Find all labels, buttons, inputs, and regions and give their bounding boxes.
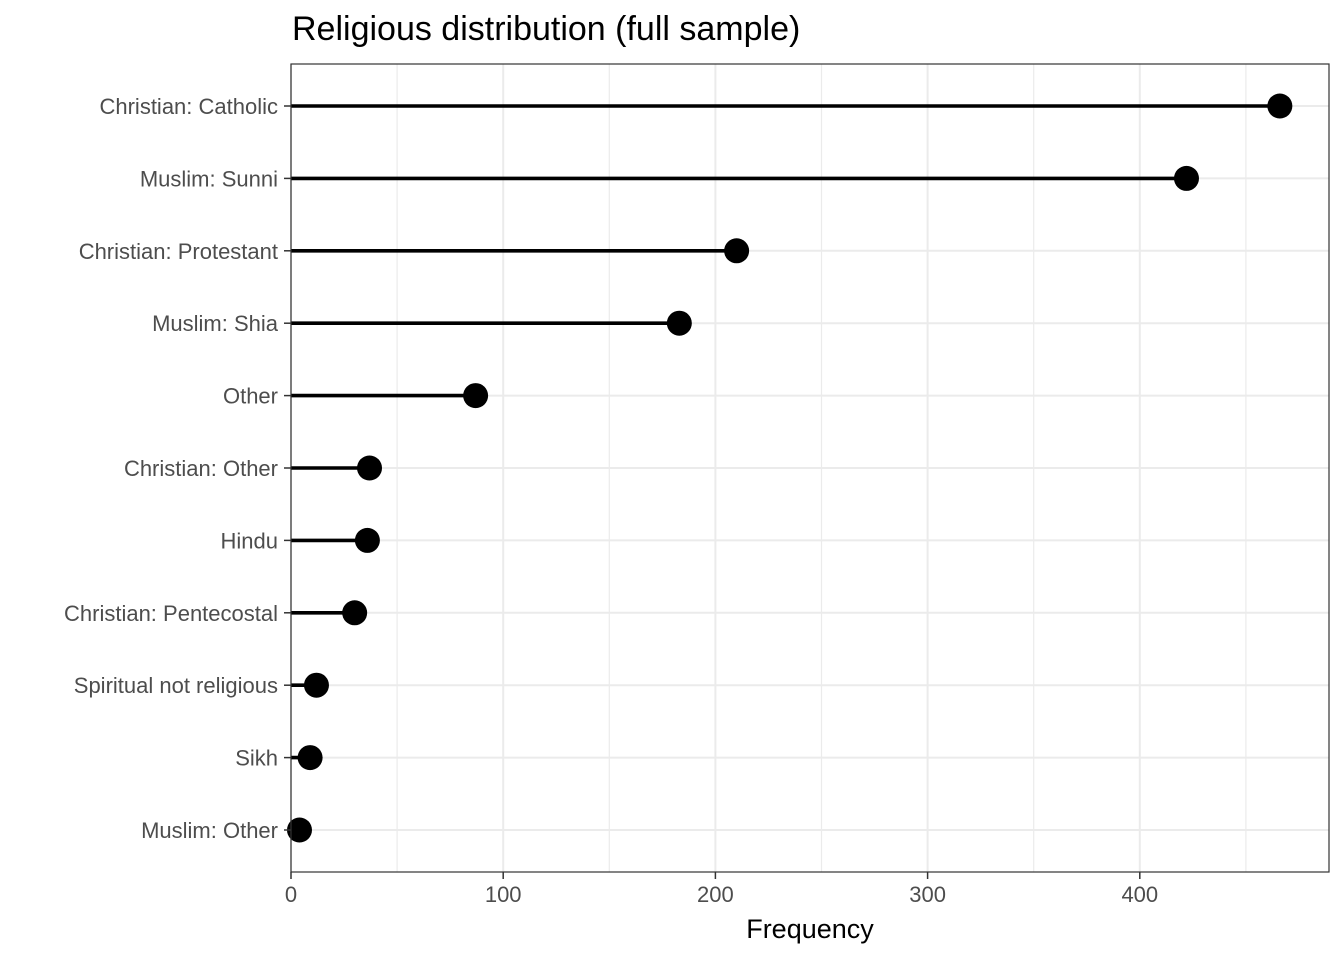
- grid-lines: [290, 64, 1329, 872]
- y-tick-label: Christian: Catholic: [99, 94, 278, 119]
- lollipop-point: [354, 527, 380, 553]
- x-tick-label: 300: [909, 882, 946, 907]
- x-axis: 0 100 200 300 400: [285, 872, 1158, 907]
- lollipop-point: [724, 238, 750, 264]
- chart-marks: [286, 93, 1293, 843]
- y-tick-label: Other: [223, 384, 278, 409]
- x-tick-label: 0: [285, 882, 297, 907]
- chart-title: Religious distribution (full sample): [292, 10, 800, 48]
- lollipop-point: [463, 383, 489, 409]
- lollipop-point: [342, 600, 368, 626]
- y-tick-label: Spiritual not religious: [74, 673, 278, 698]
- y-tick-label: Christian: Protestant: [79, 239, 278, 264]
- lollipop-point: [297, 745, 323, 771]
- lollipop-point: [357, 455, 383, 481]
- y-tick-label: Muslim: Other: [141, 818, 278, 843]
- lollipop-point: [1267, 93, 1293, 119]
- y-tick-label: Hindu: [221, 528, 278, 553]
- x-tick-label: 100: [485, 882, 522, 907]
- x-tick-label: 400: [1121, 882, 1158, 907]
- x-tick-label: 200: [697, 882, 734, 907]
- lollipop-point: [666, 310, 692, 336]
- lollipop-point: [1173, 165, 1199, 191]
- y-axis: Christian: Catholic Muslim: Sunni Christia…: [64, 94, 291, 843]
- y-tick-label: Christian: Pentecostal: [64, 601, 278, 626]
- y-tick-label: Muslim: Sunni: [140, 166, 278, 191]
- y-tick-label: Sikh: [235, 746, 278, 771]
- lollipop-point: [286, 817, 312, 843]
- lollipop-point: [303, 672, 329, 698]
- y-tick-label: Muslim: Shia: [152, 311, 279, 336]
- x-axis-title: Frequency: [746, 914, 874, 944]
- y-tick-label: Christian: Other: [124, 456, 278, 481]
